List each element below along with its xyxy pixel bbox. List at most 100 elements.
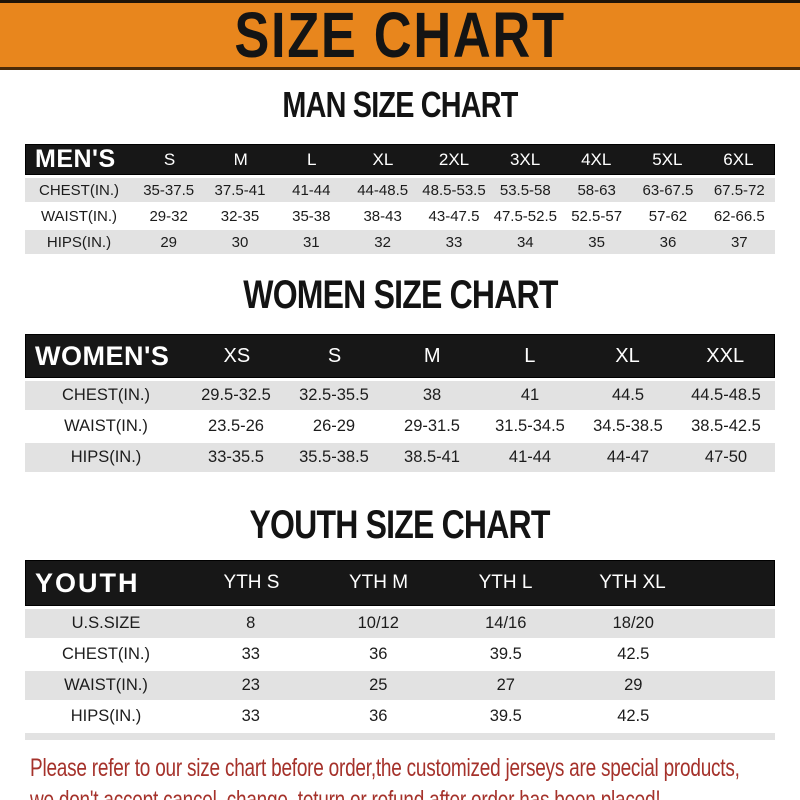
column-header-cell: YTH S [223, 572, 280, 593]
size-value-cell: 52.5-57 [571, 207, 623, 225]
man-size-section: MAN SIZE CHART MEN'S S M L XL 2XL 3XL 4XL 5XL 6XL… [0, 70, 800, 254]
women-size-table: WOMEN'S XS S M L XL XXL CHEST(IN.) 29.5-32.5 32.5… [25, 334, 775, 472]
women-size-section: WOMEN SIZE CHART WOMEN'S XS S M L XL XXL CHEST(… [0, 254, 800, 472]
size-value-cell: 30 [231, 233, 249, 251]
table-row: CHEST(IN.) 29.5-32.5 32.5-35.5 38 41 44.5 44.5… [25, 381, 775, 410]
size-value-cell: 23 [241, 676, 260, 694]
size-value-cell: 41 [520, 386, 540, 404]
note-line-2: we don't accept cancel, change, teturn o… [30, 786, 661, 800]
table-row: CHEST(IN.) 35-37.5 37.5-41 41-44 44-48.5 48.5… [25, 178, 775, 202]
table-row: HIPS(IN.) 33-35.5 35.5-38.5 38.5-41 41-44 44-… [25, 443, 775, 472]
table-header-row: YOUTH YTH S YTH M YTH L YTH XL [25, 560, 775, 606]
column-header-cell: L [307, 149, 317, 169]
size-value-cell: 33-35.5 [208, 448, 264, 466]
size-value-cell: 37 [730, 233, 748, 251]
column-header-cell: M [423, 344, 441, 367]
size-value-cell: 25 [369, 676, 388, 694]
row-label-cell: CHEST(IN.) [62, 386, 150, 404]
size-value-cell: 27 [496, 676, 515, 694]
size-value-cell: 29 [624, 676, 643, 694]
row-label-cell: CHEST(IN.) [39, 181, 119, 199]
column-header-cell: 6XL [723, 149, 754, 169]
size-value-cell: 29-31.5 [404, 417, 460, 435]
column-header-cell: XL [372, 149, 394, 169]
table-row: HIPS(IN.) 29 30 31 32 33 34 35 36 37 [25, 230, 775, 254]
size-value-cell: 44.5 [611, 386, 645, 404]
table-header-row: WOMEN'S XS S M L XL XXL [25, 334, 775, 378]
column-header-cell: YTH M [348, 572, 409, 593]
table-title-cell: WOMEN'S [35, 340, 170, 371]
row-label-cell: WAIST(IN.) [64, 417, 148, 435]
row-label-cell: U.S.SIZE [71, 614, 141, 632]
size-value-cell: 32 [374, 233, 391, 251]
women-section-title: WOMEN SIZE CHART [242, 273, 558, 317]
size-value-cell: 38-43 [363, 207, 402, 225]
size-value-cell: 42.5 [617, 645, 650, 663]
size-value-cell: 14/16 [485, 614, 527, 632]
size-value-cell: 48.5-53.5 [422, 181, 486, 199]
man-section-title: MAN SIZE CHART [282, 84, 518, 125]
row-label-cell: HIPS(IN.) [70, 707, 142, 725]
table-row: WAIST(IN.) 29-32 32-35 35-38 38-43 43-47.5 47.… [25, 204, 775, 228]
table-title-cell: YOUTH [35, 567, 140, 598]
column-header-cell: XL [615, 344, 640, 367]
size-value-cell: 41-44 [292, 181, 331, 199]
size-value-cell: 58-63 [577, 181, 616, 199]
table-row: U.S.SIZE 8 10/12 14/16 18/20 [25, 609, 775, 638]
size-value-cell: 29 [160, 233, 177, 251]
size-value-cell: 53.5-58 [499, 181, 551, 199]
size-value-cell: 29.5-32.5 [201, 386, 271, 404]
size-value-cell: 32-35 [220, 207, 260, 225]
size-value-cell: 35 [588, 233, 605, 251]
table-footer-strip [25, 733, 775, 740]
table-row: HIPS(IN.) 33 36 39.5 42.5 [25, 702, 775, 731]
size-value-cell: 39.5 [489, 707, 522, 725]
size-value-cell: 38.5-41 [404, 448, 460, 466]
size-value-cell: 47-50 [704, 448, 748, 466]
size-value-cell: 39.5 [489, 645, 522, 663]
size-value-cell: 36 [659, 233, 677, 251]
size-value-cell: 36 [369, 707, 388, 725]
size-value-cell: 47.5-52.5 [493, 207, 557, 225]
footer-note: Please refer to our size chart before or… [30, 752, 800, 800]
table-row: CHEST(IN.) 33 36 39.5 42.5 [25, 640, 775, 669]
size-value-cell: 38.5-42.5 [691, 417, 761, 435]
column-header-cell: 3XL [509, 149, 541, 169]
size-value-cell: 32.5-35.5 [299, 386, 369, 404]
size-value-cell: 67.5-72 [713, 181, 765, 199]
page-title: SIZE CHART [234, 0, 566, 71]
row-label-cell: CHEST(IN.) [62, 645, 150, 663]
youth-size-section: YOUTH SIZE CHART YOUTH YTH S YTH M YTH L YTH… [0, 472, 800, 740]
men-size-table: MEN'S S M L XL 2XL 3XL 4XL 5XL 6XL CHEST(IN.) 35-37… [25, 144, 775, 254]
size-value-cell: 44-48.5 [357, 181, 409, 199]
size-value-cell: 44.5-48.5 [691, 386, 761, 404]
size-value-cell: 18/20 [612, 614, 654, 632]
row-label-cell: HIPS(IN.) [70, 448, 142, 466]
column-header-cell: L [524, 344, 536, 367]
column-header-cell: XXL [706, 344, 745, 367]
table-row: WAIST(IN.) 23 25 27 29 [25, 671, 775, 700]
size-value-cell: 29-32 [149, 207, 188, 225]
table-row: WAIST(IN.) 23.5-26 26-29 29-31.5 31.5-34.5 34… [25, 412, 775, 441]
size-value-cell: 57-62 [648, 207, 688, 225]
size-value-cell: 42.5 [617, 707, 650, 725]
column-header-cell: 5XL [652, 149, 683, 169]
column-header-cell: XS [223, 344, 251, 367]
size-value-cell: 26-29 [312, 417, 356, 435]
size-value-cell: 31 [302, 233, 320, 251]
size-value-cell: 62-66.5 [713, 207, 765, 225]
column-header-cell: YTH XL [599, 572, 666, 593]
size-value-cell: 33 [445, 233, 463, 251]
size-value-cell: 31.5-34.5 [495, 417, 565, 435]
table-header-row: MEN'S S M L XL 2XL 3XL 4XL 5XL 6XL [25, 144, 775, 175]
row-label-cell: WAIST(IN.) [64, 676, 148, 694]
note-line-1: Please refer to our size chart before or… [30, 754, 740, 782]
size-value-cell: 33 [241, 707, 260, 725]
column-header-cell: 2XL [438, 149, 470, 169]
column-header-cell: YTH L [478, 572, 533, 593]
youth-section-title: YOUTH SIZE CHART [249, 503, 551, 547]
size-value-cell: 44-47 [606, 448, 650, 466]
table-title-cell: MEN'S [35, 145, 116, 173]
column-header-cell: 4XL [581, 149, 612, 169]
